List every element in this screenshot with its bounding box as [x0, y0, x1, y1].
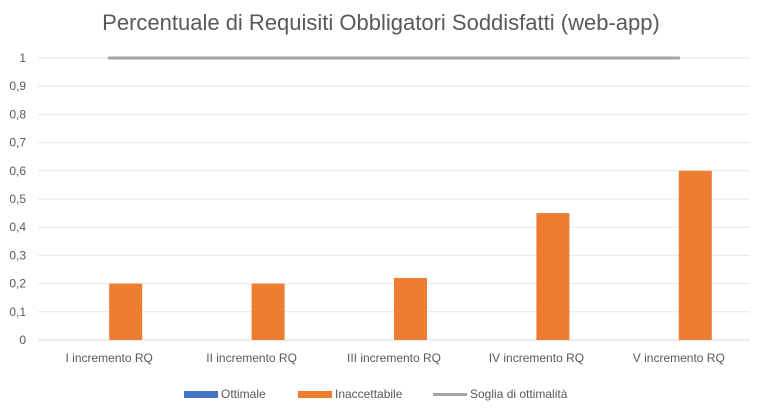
legend-item-inaccettabile: Inaccettabile	[298, 385, 402, 403]
y-tick-label: 0,9	[9, 79, 26, 93]
bar-inaccettabile	[109, 283, 143, 340]
y-tick-label: 0,7	[9, 136, 26, 150]
y-tick-label: 1	[19, 51, 26, 65]
x-tick-label: II incremento RQ	[206, 351, 297, 365]
y-tick-label: 0,6	[9, 164, 26, 178]
x-tick-label: III incremento RQ	[347, 351, 441, 365]
chart-title: Percentuale di Requisiti Obbligatori Sod…	[102, 10, 660, 35]
bar-inaccettabile	[536, 213, 570, 340]
y-tick-label: 0,8	[9, 107, 26, 121]
y-tick-label: 0,4	[9, 220, 26, 234]
y-tick-label: 0,3	[9, 248, 26, 262]
legend-label-ottimale: Ottimale	[221, 387, 266, 401]
legend-swatch-ottimale	[184, 390, 218, 398]
x-tick-label: I incremento RQ	[66, 351, 153, 365]
legend-label-soglia: Soglia di ottimalità	[470, 387, 568, 401]
y-tick-label: 0	[19, 333, 26, 347]
y-tick-label: 0,5	[9, 192, 26, 206]
legend-item-soglia: Soglia di ottimalità	[433, 385, 567, 403]
bar-inaccettabile	[678, 170, 712, 340]
bar-inaccettabile	[394, 277, 427, 340]
x-tick-label: IV incremento RQ	[489, 351, 584, 365]
y-tick-label: 0,1	[9, 305, 26, 319]
y-tick-label: 0,2	[9, 277, 26, 291]
legend-label-inaccettabile: Inaccettabile	[335, 387, 403, 401]
x-tick-label: V incremento RQ	[633, 351, 725, 365]
legend-swatch-inaccettabile	[298, 390, 332, 398]
legend-swatch-soglia	[433, 392, 467, 396]
bar-inaccettabile	[251, 283, 285, 340]
legend-item-ottimale: Ottimale	[184, 385, 266, 403]
chart-legend: Ottimale Inaccettabile Soglia di ottimal…	[0, 385, 762, 403]
